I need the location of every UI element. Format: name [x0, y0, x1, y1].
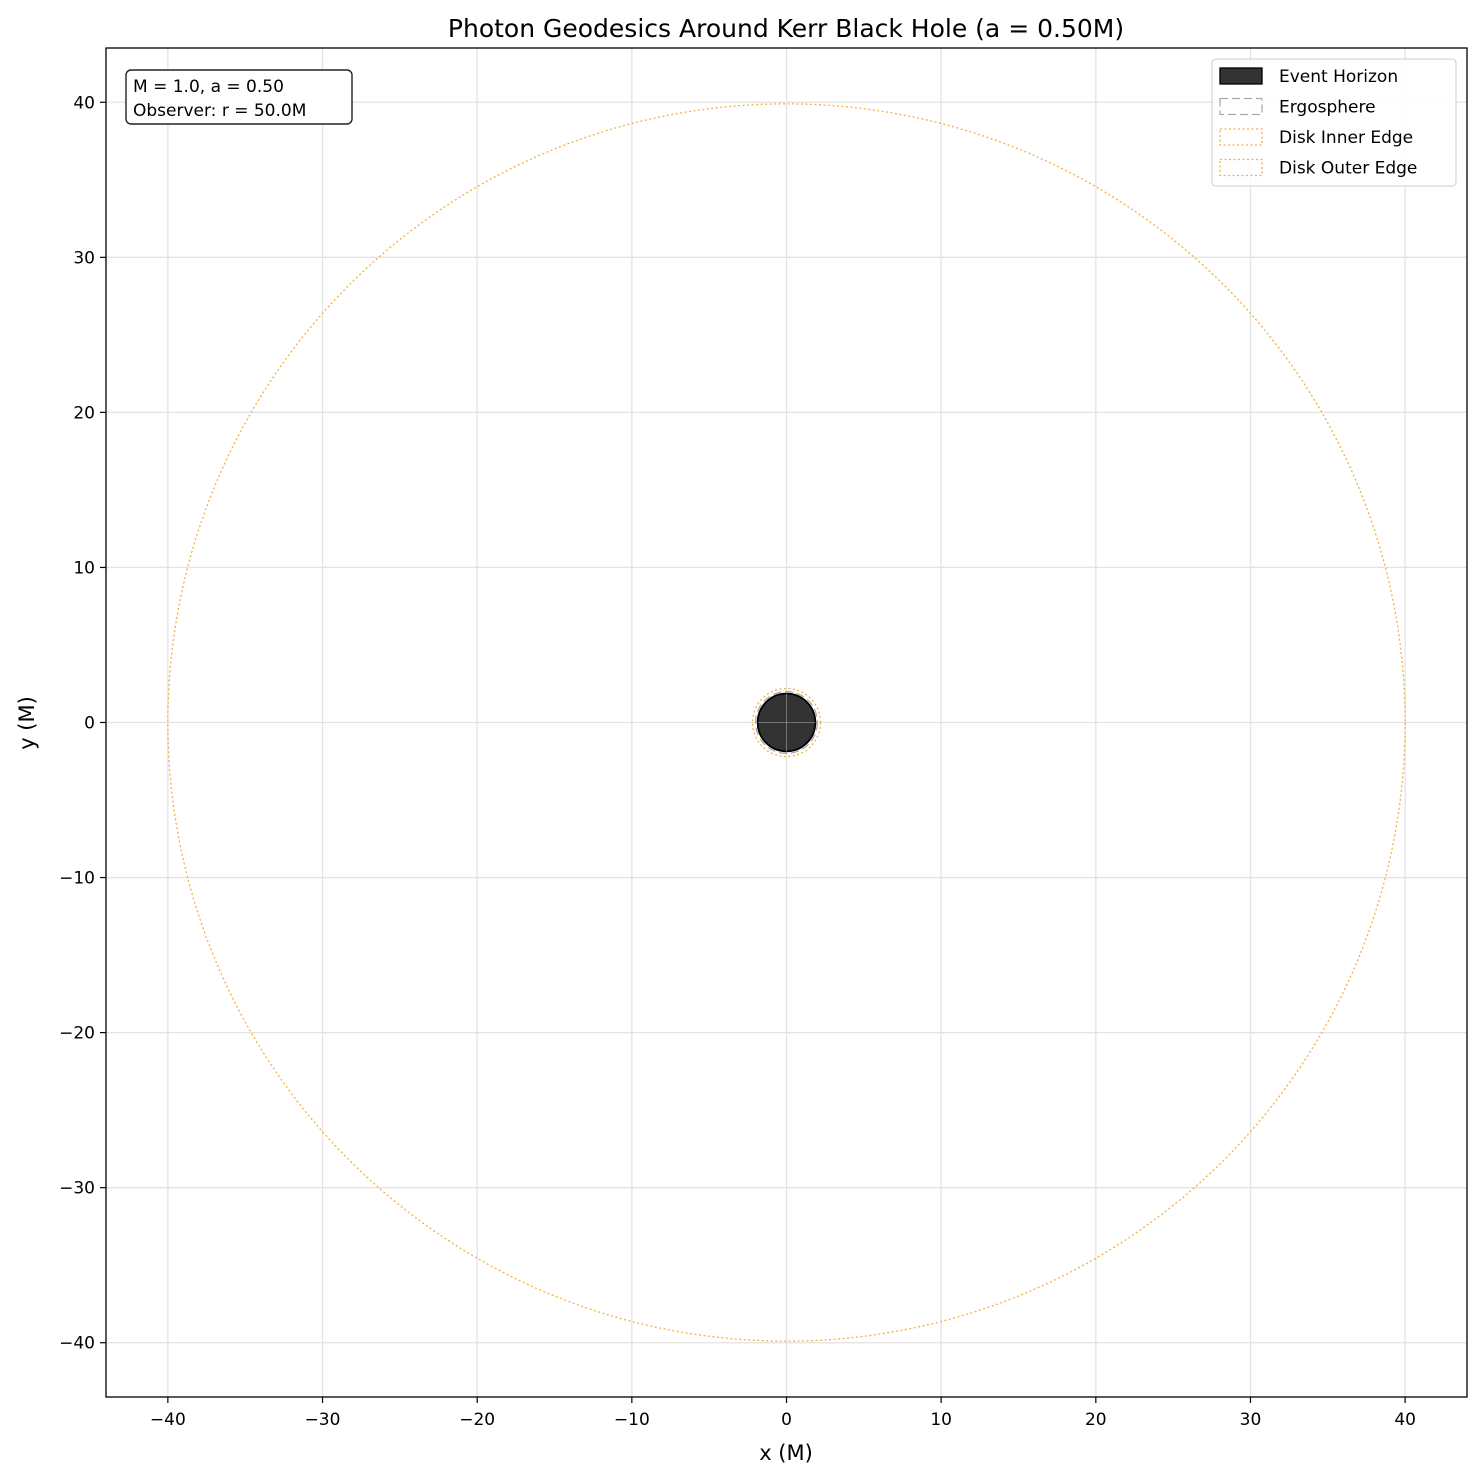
info-box: M = 1.0, a = 0.50 Observer: r = 50.0M	[125, 69, 353, 125]
y-tick-label: −30	[59, 1179, 95, 1199]
plot-content	[167, 103, 1406, 1342]
legend-frame	[1211, 58, 1457, 187]
y-tick-label: 30	[73, 248, 95, 268]
legend-swatch-ergosphere	[1219, 97, 1263, 116]
chart-title: Photon Geodesics Around Kerr Black Hole …	[448, 14, 1124, 43]
info-line-observer: Observer: r = 50.0M	[133, 101, 306, 121]
ergosphere-circle	[754, 690, 819, 755]
y-axis-label: y (M)	[15, 696, 39, 750]
legend-swatch-event-horizon	[1219, 67, 1263, 85]
x-tick-label: 10	[930, 1410, 952, 1430]
legend-label-disk-outer-edge: Disk Outer Edge	[1279, 159, 1417, 179]
legend-swatch-disk-inner-edge	[1219, 128, 1263, 146]
disk-inner-edge-circle	[751, 687, 822, 758]
y-tick-label: −10	[59, 869, 95, 889]
info-line-params: M = 1.0, a = 0.50	[133, 77, 284, 97]
y-tick-label: 40	[73, 93, 95, 113]
legend-swatch-disk-outer-edge	[1219, 158, 1263, 177]
legend-label-event-horizon: Event Horizon	[1279, 67, 1398, 87]
y-tick-label: −40	[59, 1334, 95, 1354]
x-tick-label: −40	[150, 1410, 186, 1430]
x-tick-label: 40	[1394, 1410, 1416, 1430]
legend: Event Horizon Ergosphere Disk Inner Edge Di…	[1211, 58, 1457, 187]
y-tick-label: 0	[84, 714, 95, 734]
y-axis-ticks: −40 −30 −20 −10 0 10 20 30 40	[59, 93, 106, 1354]
y-tick-label: −20	[59, 1024, 95, 1044]
x-tick-label: −20	[459, 1410, 495, 1430]
legend-label-ergosphere: Ergosphere	[1279, 98, 1376, 118]
legend-label-disk-inner-edge: Disk Inner Edge	[1279, 128, 1413, 148]
x-tick-label: 20	[1085, 1410, 1107, 1430]
info-box-frame	[125, 69, 353, 125]
x-tick-label: 30	[1240, 1410, 1262, 1430]
x-tick-label: −10	[614, 1410, 650, 1430]
x-axis-ticks: −40 −30 −20 −10 0 10 20 30 40	[150, 1397, 1416, 1430]
x-tick-label: 0	[781, 1410, 792, 1430]
x-axis-label: x (M)	[759, 1441, 813, 1465]
y-tick-label: 20	[73, 403, 95, 423]
x-tick-label: −30	[305, 1410, 341, 1430]
disk-outer-edge-circle	[167, 103, 1406, 1342]
y-tick-label: 10	[73, 558, 95, 578]
